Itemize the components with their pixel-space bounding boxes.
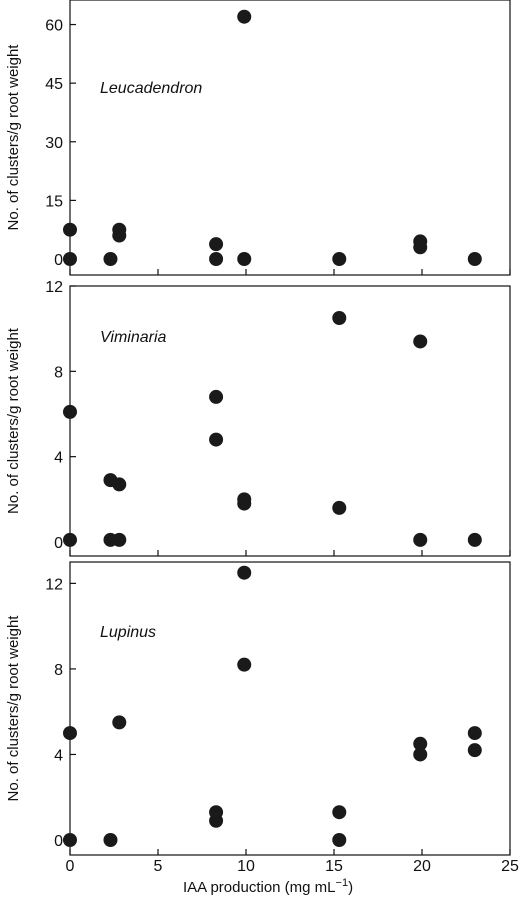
data-point [413,334,428,349]
data-point [63,404,77,419]
y-axis-label: No. of clusters/g root weight [5,327,22,514]
data-point [209,432,224,447]
y-tick-label: 4 [54,747,63,764]
y-tick-label: 30 [45,135,63,152]
species-label: Viminaria [100,329,167,346]
data-point [332,252,347,266]
x-tick-label: 15 [325,858,343,875]
y-tick-label: 45 [45,76,63,93]
x-tick-label: 25 [501,858,519,875]
data-point [63,726,77,741]
plot-frame [69,285,511,557]
data-point [63,532,77,547]
panel-lupinus: 0 4 8 12 0 5 10 15 20 25 No. of clusters/g root we… [5,561,519,875]
data-point [112,715,127,730]
data-point [237,657,252,672]
data-point [413,532,428,547]
y-tick-label: 4 [54,450,63,467]
data-point [467,252,482,266]
y-tick-label: 60 [45,18,63,35]
data-point [237,9,252,24]
data-point [237,252,252,266]
y-axis-label: No. of clusters/g root weight [5,44,22,231]
data-point [112,477,127,492]
y-tick-label: 8 [54,662,63,679]
y-axis-label: No. of clusters/g root weight [5,615,22,802]
y-tick-label: 12 [45,279,63,296]
data-point [237,565,252,580]
data-point [112,228,127,243]
y-tick-label: 0 [54,535,63,552]
data-point [209,389,224,404]
x-tick-label: 5 [154,858,163,875]
data-point [413,240,428,255]
y-tick-label: 0 [54,833,63,850]
data-point [413,736,428,751]
species-label: Leucadendron [100,80,202,97]
x-tick-label: 10 [237,858,255,875]
data-point [63,252,77,266]
species-label: Lupinus [100,624,156,641]
data-point [332,833,347,847]
panel-viminaria: 0 4 8 12 No. of clusters/g root weight Vimina… [5,279,511,557]
data-point [103,252,118,266]
x-axis-label: IAA production (mg mL−1) [183,877,353,896]
data-point [209,237,224,252]
data-point [413,747,428,762]
data-point [467,726,482,741]
data-point [332,805,347,820]
data-point [467,532,482,547]
data-point [103,833,118,847]
data-point [112,532,127,547]
y-tick-label: 12 [45,576,63,593]
data-point [467,743,482,758]
panel-leucadendron: 0 15 30 45 60 No. of clusters/g root weight Le… [5,0,511,276]
x-tick-label: 0 [66,858,75,875]
data-point [332,500,347,515]
plot-frame [69,0,511,276]
data-point [63,833,77,847]
data-point [209,813,224,828]
data-point [237,496,252,511]
data-point [332,311,347,325]
data-point [63,222,77,237]
plot-frame [69,561,511,856]
y-tick-label: 8 [54,364,63,381]
y-tick-label: 15 [45,193,63,210]
data-point [209,252,224,266]
y-tick-label: 0 [54,252,63,269]
x-tick-label: 20 [413,858,431,875]
